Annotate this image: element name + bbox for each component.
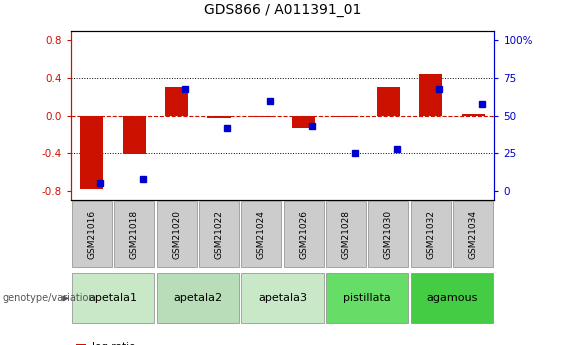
Text: apetala1: apetala1 [89,294,137,303]
Text: agamous: agamous [427,294,477,303]
Text: GSM21032: GSM21032 [427,210,435,259]
Text: log ratio: log ratio [92,342,136,345]
Text: GSM21024: GSM21024 [257,210,266,259]
Text: apetala2: apetala2 [173,294,222,303]
Text: GSM21030: GSM21030 [384,210,393,259]
Bar [165,87,188,116]
Text: GSM21022: GSM21022 [215,210,223,259]
Text: GDS866 / A011391_01: GDS866 / A011391_01 [204,3,361,17]
Bar [334,116,358,117]
Bar [377,87,400,116]
Bar [123,116,146,154]
Text: GSM21016: GSM21016 [88,210,96,259]
Text: pistillata: pistillata [344,294,391,303]
Text: GSM21028: GSM21028 [342,210,350,259]
Text: GSM21018: GSM21018 [130,210,138,259]
Bar [462,114,485,116]
Bar [292,116,315,128]
Bar [419,74,442,116]
Text: genotype/variation: genotype/variation [3,294,95,303]
Bar [80,116,103,189]
Text: GSM21026: GSM21026 [299,210,308,259]
Text: GSM21020: GSM21020 [172,210,181,259]
Text: GSM21034: GSM21034 [469,210,477,259]
Text: apetala3: apetala3 [258,294,307,303]
Bar [250,116,273,117]
Bar [207,116,231,118]
